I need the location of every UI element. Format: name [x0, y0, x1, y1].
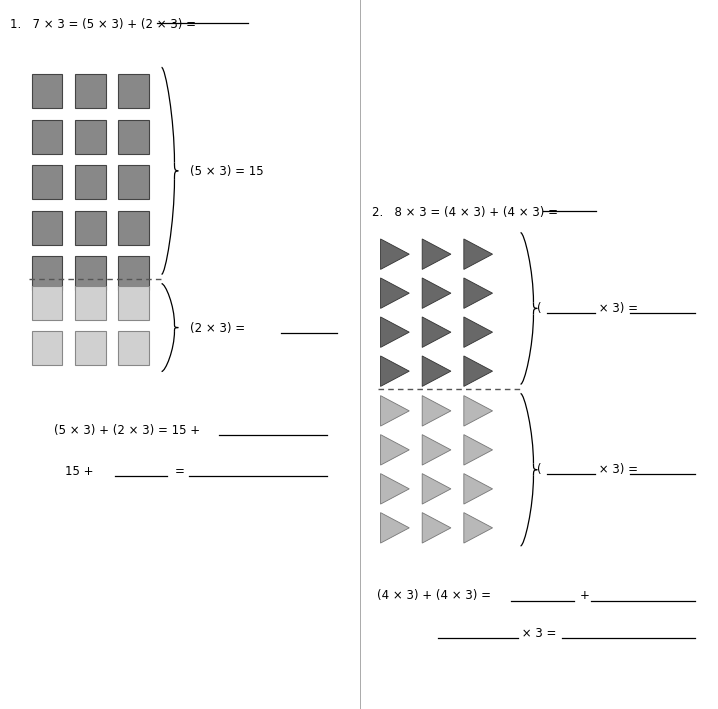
FancyBboxPatch shape	[32, 74, 62, 108]
Polygon shape	[422, 278, 451, 308]
Polygon shape	[381, 513, 409, 543]
Polygon shape	[422, 239, 451, 269]
Text: 2.   8 × 3 = (4 × 3) + (4 × 3) =: 2. 8 × 3 = (4 × 3) + (4 × 3) =	[372, 206, 561, 218]
Text: =: =	[174, 465, 185, 478]
Text: 15 +: 15 +	[65, 465, 97, 478]
Text: × 3) =: × 3) =	[595, 302, 641, 315]
FancyBboxPatch shape	[118, 74, 149, 108]
Polygon shape	[422, 474, 451, 504]
FancyBboxPatch shape	[118, 120, 149, 154]
Polygon shape	[464, 474, 493, 504]
Polygon shape	[464, 239, 493, 269]
Text: (5 × 3) = 15: (5 × 3) = 15	[190, 165, 264, 178]
FancyBboxPatch shape	[75, 165, 106, 199]
FancyBboxPatch shape	[118, 256, 149, 290]
FancyBboxPatch shape	[32, 120, 62, 154]
Polygon shape	[422, 513, 451, 543]
FancyBboxPatch shape	[118, 211, 149, 245]
Polygon shape	[464, 278, 493, 308]
Polygon shape	[381, 317, 409, 347]
FancyBboxPatch shape	[75, 256, 106, 290]
Polygon shape	[464, 513, 493, 543]
Polygon shape	[381, 435, 409, 465]
FancyBboxPatch shape	[32, 165, 62, 199]
FancyBboxPatch shape	[75, 286, 106, 320]
FancyBboxPatch shape	[32, 331, 62, 365]
Polygon shape	[464, 317, 493, 347]
Polygon shape	[381, 396, 409, 426]
Polygon shape	[464, 396, 493, 426]
FancyBboxPatch shape	[118, 331, 149, 365]
Text: × 3) =: × 3) =	[595, 463, 641, 476]
FancyBboxPatch shape	[75, 331, 106, 365]
Polygon shape	[381, 356, 409, 386]
Polygon shape	[422, 435, 451, 465]
Polygon shape	[422, 396, 451, 426]
Text: +: +	[580, 589, 590, 602]
Text: (4 × 3) + (4 × 3) =: (4 × 3) + (4 × 3) =	[377, 589, 495, 602]
FancyBboxPatch shape	[32, 211, 62, 245]
FancyBboxPatch shape	[75, 74, 106, 108]
FancyBboxPatch shape	[75, 120, 106, 154]
FancyBboxPatch shape	[118, 165, 149, 199]
Polygon shape	[464, 356, 493, 386]
Text: (2 × 3) =: (2 × 3) =	[190, 322, 249, 335]
FancyBboxPatch shape	[75, 211, 106, 245]
Polygon shape	[381, 278, 409, 308]
Polygon shape	[422, 356, 451, 386]
FancyBboxPatch shape	[118, 286, 149, 320]
Polygon shape	[464, 435, 493, 465]
FancyBboxPatch shape	[32, 286, 62, 320]
Polygon shape	[422, 317, 451, 347]
Polygon shape	[381, 474, 409, 504]
Text: (: (	[537, 463, 541, 476]
Text: × 3 =: × 3 =	[518, 627, 561, 640]
Text: (: (	[537, 302, 541, 315]
Polygon shape	[381, 239, 409, 269]
Text: 1.   7 × 3 = (5 × 3) + (2 × 3) =: 1. 7 × 3 = (5 × 3) + (2 × 3) =	[10, 18, 200, 30]
Text: (5 × 3) + (2 × 3) = 15 +: (5 × 3) + (2 × 3) = 15 +	[54, 424, 204, 437]
FancyBboxPatch shape	[32, 256, 62, 290]
